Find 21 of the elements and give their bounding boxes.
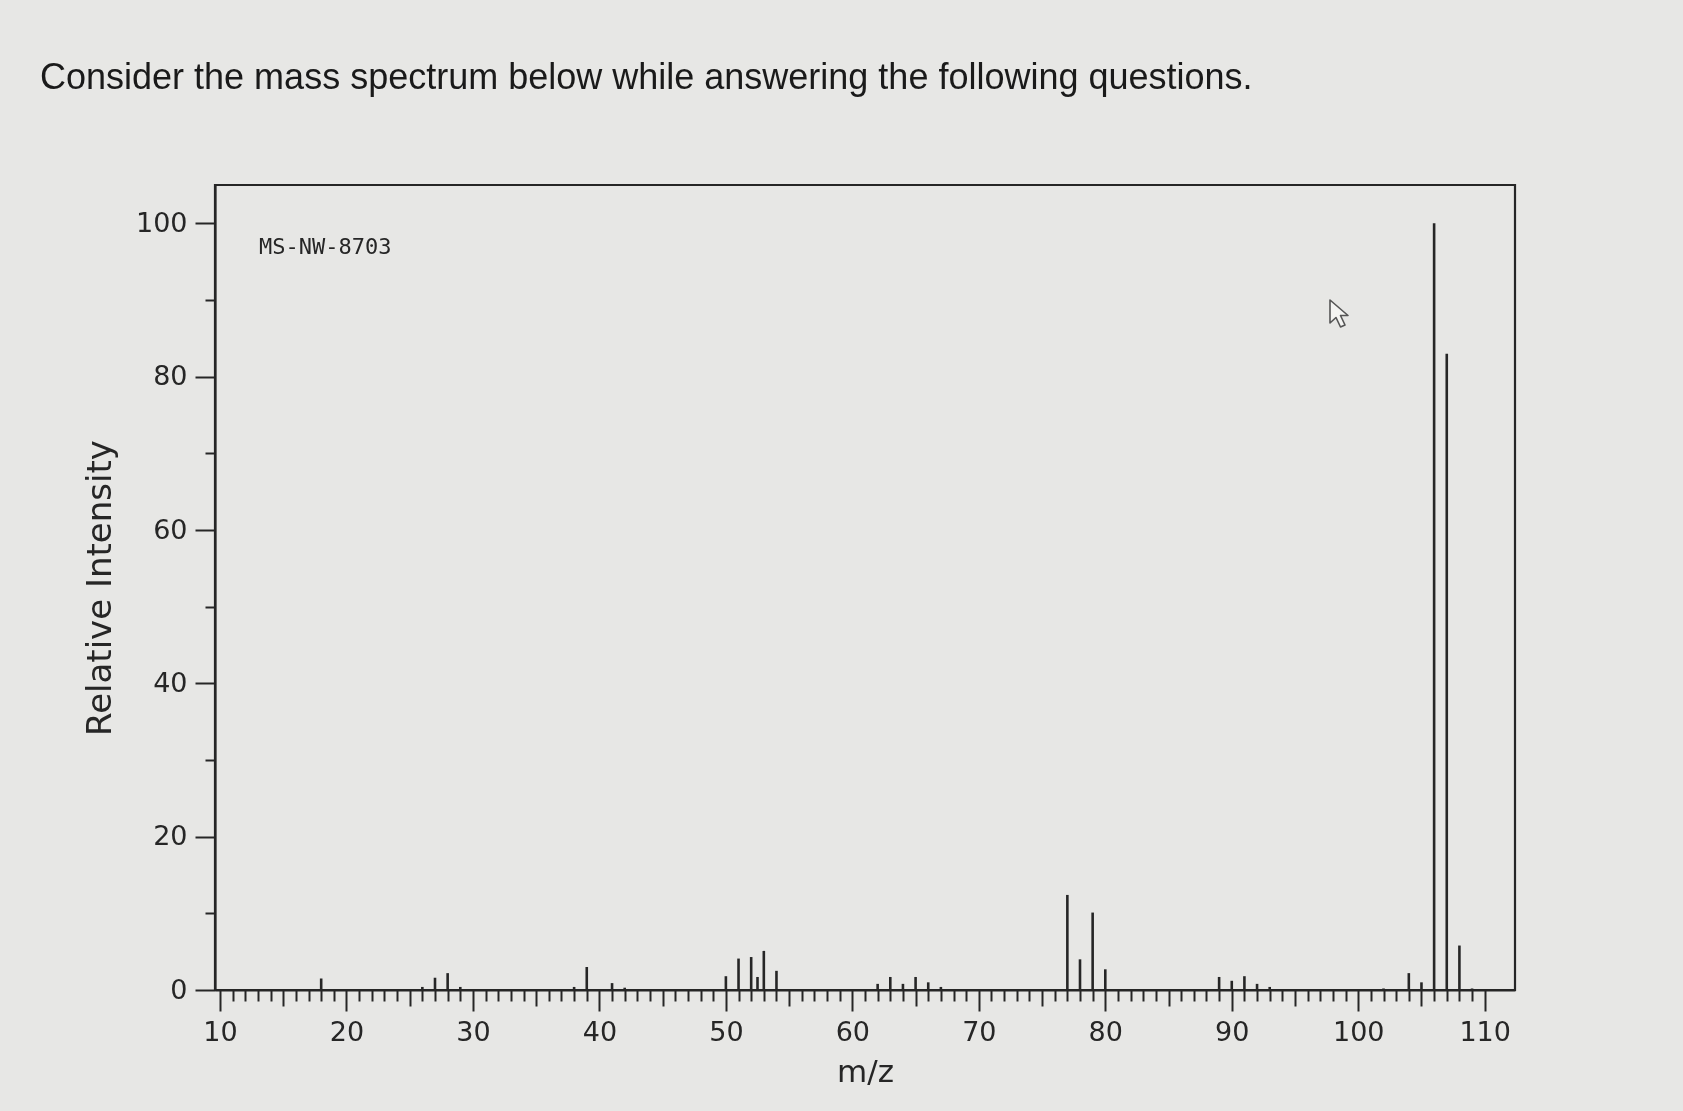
chart-title: Consider the mass spectrum below while answering the following questions.	[40, 56, 1253, 97]
y-tick-label: 40	[153, 666, 188, 698]
x-tick-label: 110	[1459, 1015, 1511, 1047]
y-tick-label: 100	[135, 206, 188, 238]
x-tick-label: 100	[1332, 1015, 1385, 1047]
x-tick-label: 30	[456, 1015, 491, 1047]
x-tick-label: 60	[835, 1015, 871, 1047]
x-tick-label: 80	[1088, 1015, 1123, 1047]
x-tick-label: 50	[709, 1015, 744, 1047]
y-tick-label: 0	[170, 973, 188, 1005]
x-axis-title: m/z	[837, 1052, 894, 1089]
x-tick-label: 40	[582, 1015, 618, 1047]
x-tick-label: 20	[329, 1015, 365, 1047]
y-axis-title: Relative Intensity	[78, 440, 119, 736]
y-tick-label: 20	[153, 820, 188, 852]
x-tick-label: 10	[203, 1015, 238, 1047]
y-tick-label: 80	[153, 360, 188, 392]
x-tick-label: 90	[1215, 1015, 1250, 1047]
x-tick-label: 70	[962, 1015, 997, 1047]
y-tick-label: 60	[153, 513, 188, 545]
annotation: MS-NW-8703	[259, 234, 392, 259]
